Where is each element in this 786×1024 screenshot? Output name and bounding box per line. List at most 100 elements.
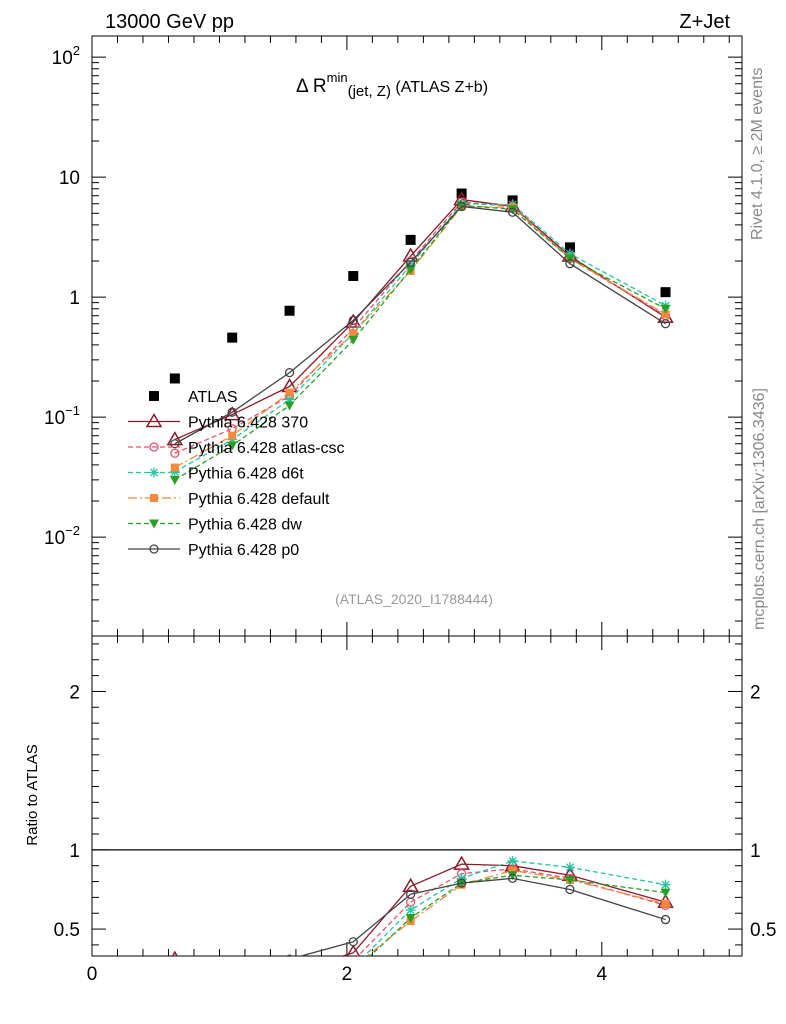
main-series-6	[170, 201, 671, 449]
main-ytick-base: 10	[44, 408, 65, 429]
legend-marker	[150, 494, 158, 502]
xtick-label: 2	[342, 964, 353, 985]
legend-label: Pythia 6.428 d6t	[188, 466, 304, 483]
data-point	[348, 315, 358, 326]
data-point	[660, 304, 671, 314]
ratio-point	[565, 884, 575, 895]
main-series-0	[169, 188, 671, 384]
data-point	[227, 407, 237, 417]
series-line	[174, 204, 666, 481]
legend-label: Pythia 6.428 default	[188, 491, 330, 508]
ratio-point	[170, 982, 180, 991]
legend-label: Pythia 6.428 dw	[188, 517, 302, 534]
ratio-series-4	[170, 871, 671, 991]
ratio-point	[286, 971, 294, 979]
ratio-axis-ticks: 0.5 0.5 1 1 2 2 0 2 4	[54, 636, 776, 985]
ratio-point	[171, 976, 179, 984]
ratio-point	[228, 981, 236, 989]
data-point	[170, 463, 179, 472]
legend-marker	[149, 391, 159, 401]
data-point	[564, 254, 575, 264]
plot-title-tail: (ATLAS Z+b)	[391, 79, 488, 96]
data-point	[507, 205, 518, 215]
main-ytick-label: 10−1	[44, 403, 80, 429]
data-point	[169, 475, 180, 485]
legend-item: Pythia 6.428 d6t	[128, 466, 304, 483]
ratio-point	[507, 855, 518, 866]
ratio-point	[402, 877, 419, 893]
data-point	[170, 448, 180, 458]
ratio-point	[228, 977, 236, 985]
data-point	[507, 207, 518, 217]
data-point	[565, 259, 575, 269]
legend-item: Pythia 6.428 p0	[128, 542, 299, 559]
legend-marker	[149, 544, 159, 554]
ratio-point	[507, 871, 518, 881]
ratio-line	[357, 868, 666, 956]
main-ytick-label: 10−2	[44, 523, 80, 549]
ratio-point	[508, 866, 517, 875]
data-point	[170, 439, 180, 449]
legend-label: ATLAS	[188, 389, 238, 406]
legend-label: Pythia 6.428 atlas-csc	[188, 440, 345, 457]
ratio-point	[228, 966, 236, 974]
data-point	[348, 335, 359, 345]
ratio-ytick-label-right: 2	[750, 682, 761, 703]
ratio-point	[170, 976, 180, 986]
main-ytick-base: 10	[59, 168, 80, 189]
data-point	[660, 287, 671, 298]
main-ytick-base: 10	[52, 48, 73, 69]
ratio-point	[227, 981, 237, 991]
xtick-label: 4	[597, 964, 608, 985]
legend-marker	[145, 413, 163, 428]
data-point	[228, 431, 237, 440]
ratio-line	[298, 877, 666, 956]
main-ytick-label: 10	[59, 168, 80, 189]
ratio-point	[660, 914, 671, 925]
ratio-ytick-label-left: 1	[69, 841, 80, 862]
data-point	[227, 332, 238, 343]
ratio-point	[660, 879, 671, 890]
ratio-point	[348, 937, 358, 947]
header-left: 13000 GeV pp	[105, 11, 234, 33]
data-point	[169, 373, 180, 384]
plot-title: Δ Rmin(jet, Z) (ATLAS Z+b)	[296, 70, 488, 100]
ratio-plot-frame	[91, 635, 743, 957]
ratio-point	[660, 888, 671, 898]
main-ytick-exp: −1	[65, 403, 80, 418]
ratio-point	[507, 873, 518, 884]
mcplots-label: mcplots.cern.ch [arXiv:1306.3436]	[751, 388, 768, 630]
ratio-series-5	[171, 873, 671, 974]
legend-marker	[149, 467, 159, 478]
ratio-point	[171, 950, 178, 956]
ratio-series-group	[170, 855, 674, 991]
main-ytick-base: 1	[69, 288, 80, 309]
ratio-point	[171, 958, 179, 966]
ratio-line	[340, 863, 666, 956]
main-ytick-label: 102	[52, 43, 80, 69]
ratio-ytick-label-right: 1	[750, 841, 761, 862]
data-point	[564, 242, 575, 253]
plot-title-delta: Δ R	[296, 76, 327, 97]
data-point	[284, 401, 295, 411]
ratio-point	[564, 862, 575, 873]
ratio-ytick-label-left: 0.5	[54, 920, 80, 941]
header-right: Z+Jet	[679, 11, 730, 33]
ratio-ytick-label-left: 2	[69, 682, 80, 703]
ratio-point	[286, 954, 293, 956]
data-point	[285, 388, 294, 397]
legend-item: Pythia 6.428 atlas-csc	[128, 440, 345, 457]
data-point	[661, 310, 670, 319]
data-point	[405, 265, 416, 275]
data-point	[348, 271, 359, 281]
ratio-point	[456, 878, 467, 888]
data-point	[284, 305, 295, 316]
legend: ATLAS Pythia 6.428 370 Pythia 6.428 atlas-…	[128, 389, 345, 559]
ratio-line	[366, 869, 666, 956]
ratio-series-2	[170, 855, 671, 991]
legend-item: ATLAS	[149, 389, 238, 406]
legend-item: Pythia 6.428 370	[128, 413, 308, 432]
data-point	[405, 257, 416, 267]
main-series-5	[169, 201, 671, 485]
